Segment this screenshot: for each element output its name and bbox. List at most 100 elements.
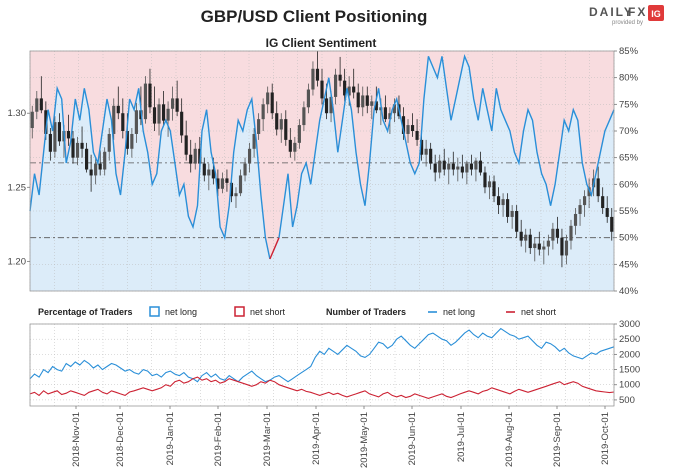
candle-body (324, 98, 329, 114)
legend-num-short: net short (521, 307, 557, 317)
sentiment-chart: IG Client Sentiment 1.20 1.25 1.30 40% 45% 5… (8, 36, 639, 297)
candle-body (383, 107, 387, 120)
candle-body (388, 113, 392, 120)
candle-body (361, 95, 365, 108)
candle-body (216, 178, 220, 189)
date-tick-label: 2018-Nov-01 (71, 412, 82, 467)
sentiment-line (278, 53, 615, 238)
date-axis: 2018-Nov-01 2018-Dec-01 2019-Jan-01 2019-Fe… (71, 406, 611, 468)
percent-tick-label: 65% (619, 153, 639, 164)
traders-tick-label: 2500 (619, 334, 640, 345)
candle-body (57, 122, 62, 142)
sentiment-line (29, 85, 271, 260)
candle-body (487, 181, 492, 188)
candle-body (134, 110, 138, 134)
candle-body (175, 98, 179, 112)
candle-body (94, 163, 98, 176)
candle-body (275, 113, 279, 130)
candle-body (152, 107, 157, 124)
date-tick-label: 2019-Apr-01 (311, 412, 322, 465)
legend-pct-short-swatch (234, 306, 245, 317)
candle-body (297, 125, 301, 143)
legend: Percentage of Traders net long net short… (38, 306, 557, 317)
traders-tick-label: 2000 (619, 349, 640, 360)
candle-body (406, 125, 410, 134)
date-tick-label: 2019-Oct-01 (600, 412, 611, 465)
candle-body (601, 196, 605, 209)
candle-body (546, 240, 550, 247)
candle-body (560, 237, 564, 256)
percent-tick-label: 75% (619, 99, 639, 110)
candle-body (356, 92, 360, 108)
date-tick-label: 2019-Feb-01 (213, 412, 224, 466)
candle-body (578, 205, 582, 214)
candle-body (370, 101, 374, 106)
candle-body (207, 169, 211, 176)
date-tick-label: 2019-May-01 (359, 412, 370, 468)
candle-body (71, 138, 75, 158)
candle-body (587, 187, 591, 197)
percent-tick-label: 85% (619, 46, 639, 57)
percent-axis: 40% 45% 50% 55% 60% 65% 70% 75% 80% 85% (614, 46, 639, 297)
legend-num-long: net long (443, 307, 475, 317)
traders-axis: 500 1000 1500 2000 2500 3000 (614, 319, 640, 406)
candle-body (53, 122, 57, 152)
candle-body (451, 163, 455, 170)
candle-body (302, 107, 306, 126)
candle-body (121, 113, 125, 131)
candle-body (35, 98, 39, 112)
candle-body (564, 240, 569, 256)
candle-body (415, 131, 419, 140)
candle-body (447, 163, 451, 170)
candle-body (515, 211, 519, 232)
candle-body (261, 104, 265, 120)
candle-body (266, 92, 270, 105)
candle-body (506, 199, 510, 217)
candle-body (569, 225, 573, 241)
candle-body (338, 74, 342, 81)
date-tick-label: 2019-Jul-01 (456, 412, 467, 462)
candle-body (193, 148, 197, 164)
date-tick-label: 2018-Dec-01 (115, 412, 126, 467)
candle-body (211, 169, 215, 179)
candle-body (528, 234, 532, 249)
brand-daily: DAILY (589, 5, 634, 19)
candle-body (460, 166, 464, 173)
brand-fx: FX (628, 5, 647, 19)
legend-num-label: Number of Traders (326, 307, 406, 317)
price-tick-label: 1.30 (8, 108, 27, 119)
candle-body (130, 133, 134, 149)
candle-body (537, 243, 541, 250)
date-tick-label: 2019-Sep-01 (552, 412, 563, 467)
upper-frame (29, 50, 615, 292)
candle-body (401, 116, 406, 134)
candle-body (555, 228, 559, 238)
candle-body (198, 148, 202, 164)
traders-tick-label: 1000 (619, 380, 640, 391)
brand-provided: provided by (612, 20, 643, 26)
candle-body (252, 133, 256, 149)
candle-body (229, 182, 234, 197)
candle-body (166, 108, 170, 121)
price-tick-label: 1.25 (8, 182, 27, 193)
candle-body (184, 135, 188, 155)
dailyfx-logo: DAILY FX provided by IG (589, 5, 664, 26)
candle-body (365, 95, 369, 106)
sentiment-line (269, 237, 280, 260)
sentiment-lines (29, 53, 615, 260)
percent-tick-label: 70% (619, 126, 639, 137)
candle-body (75, 142, 80, 158)
brand-ig: IG (651, 9, 661, 19)
date-tick-label: 2019-Mar-01 (262, 412, 273, 466)
candle-body (48, 133, 52, 152)
traders-lines (29, 327, 615, 399)
candle-body (116, 105, 120, 114)
candle-body (247, 148, 252, 164)
candle-body (469, 163, 473, 170)
percent-tick-label: 40% (619, 286, 639, 297)
net-long-traders-line (29, 327, 615, 383)
percent-tick-label: 80% (619, 73, 639, 84)
candle-body (89, 169, 93, 176)
candle-body (189, 154, 193, 164)
